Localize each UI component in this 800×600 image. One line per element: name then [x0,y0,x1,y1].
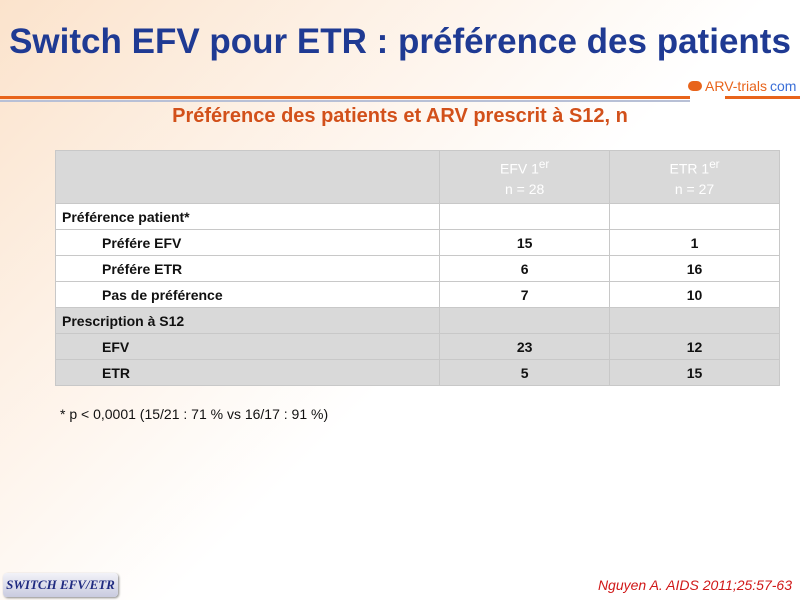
pill-icon [688,81,702,91]
cell-etr [609,307,780,334]
cell-etr [609,203,780,230]
cell-etr: 12 [609,333,780,360]
table-row: Préfére EFV 15 1 [54,229,780,256]
cell-efv [439,307,611,334]
table-row: Pas de préférence 7 10 [54,281,780,308]
section-badge[interactable]: SWITCH EFV/ETR [3,573,118,597]
logo-suffix: com [769,78,797,94]
divider [0,96,690,99]
table-row: Préfére ETR 6 16 [54,255,780,282]
cell-etr: 15 [609,359,780,386]
divider [0,100,690,102]
table-row: Préférence patient* [54,203,780,230]
row-label: EFV [54,333,441,360]
row-label: ETR [54,359,441,386]
table-row: Prescription à S12 [54,307,780,334]
section-label: Préférence patient* [54,203,441,230]
header-efv: EFV 1er n = 28 [439,150,611,204]
header-empty-cell [54,150,441,204]
cell-etr: 10 [609,281,780,308]
cell-etr: 1 [609,229,780,256]
footnote: * p < 0,0001 (15/21 : 71 % vs 16/17 : 91… [60,406,329,422]
cell-efv [439,203,611,230]
cell-efv: 15 [439,229,611,256]
slide-title: Switch EFV pour ETR : préférence des pat… [9,22,791,61]
header-etr: ETR 1er n = 27 [609,150,780,204]
divider [725,96,800,99]
row-label: Pas de préférence [54,281,441,308]
reference-citation: Nguyen A. AIDS 2011;25:57-63 [597,577,792,593]
arv-trials-logo: ARV-trials com [688,78,796,94]
section-label: Prescription à S12 [54,307,441,334]
cell-efv: 5 [439,359,611,386]
cell-efv: 6 [439,255,611,282]
table-row: EFV 23 12 [54,333,780,360]
cell-etr: 16 [609,255,780,282]
row-label: Préfére EFV [54,229,441,256]
cell-efv: 7 [439,281,611,308]
row-label: Préfére ETR [54,255,441,282]
table-subtitle: Préférence des patients et ARV prescrit … [172,105,628,127]
preference-table: EFV 1er n = 28 ETR 1er n = 27 Préférence p… [54,150,780,386]
table-header-row: EFV 1er n = 28 ETR 1er n = 27 [54,150,780,204]
table-row: ETR 5 15 [54,359,780,386]
logo-brand: ARV-trials [705,78,767,94]
cell-efv: 23 [439,333,611,360]
